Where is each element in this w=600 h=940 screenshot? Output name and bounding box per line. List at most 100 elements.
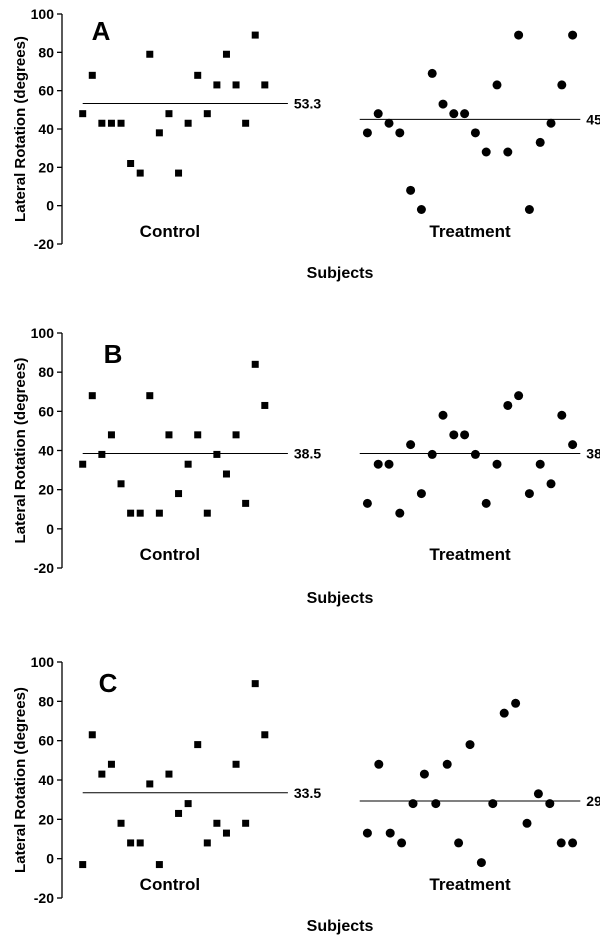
control-point [146, 780, 154, 788]
chart-panel-c: -20 0 20 40 60 80 100 Lateral Rotation (degrees… [12, 654, 600, 935]
control-point [88, 731, 96, 739]
control-point [127, 160, 135, 167]
control-group-label: Control [140, 545, 200, 564]
control-point [203, 110, 211, 118]
control-point [232, 760, 240, 768]
chart-panel-b: -20 0 20 40 60 80 100 Lateral Rotation (degrees… [12, 325, 600, 607]
control-point [107, 431, 115, 439]
treatment-point [557, 80, 567, 90]
control-point [98, 770, 106, 778]
y-axis-label: Lateral Rotation (degrees) [12, 358, 29, 544]
control-point [117, 819, 125, 827]
treatment-point [442, 759, 452, 769]
treatment-point [454, 838, 464, 848]
control-point [165, 431, 173, 439]
control-point [184, 460, 192, 468]
x-axis-label: Subjects [307, 590, 374, 607]
treatment-point [545, 799, 555, 809]
treatment-point [419, 769, 429, 779]
control-point [88, 392, 96, 400]
control-point [165, 110, 173, 118]
control-point [261, 401, 269, 409]
control-point [184, 800, 192, 808]
control-point [127, 509, 135, 517]
control-point [213, 819, 221, 827]
treatment-point [568, 30, 578, 40]
y-tick-label: -20 [34, 236, 54, 252]
y-tick-label: 40 [38, 772, 54, 788]
treatment-point [362, 498, 372, 508]
y-tick-label: 60 [38, 83, 54, 99]
y-tick-label: 40 [38, 443, 54, 459]
control-point [79, 110, 87, 118]
x-axis-label: Subjects [307, 265, 374, 282]
treatment-mean-label: 29.3 [586, 793, 600, 809]
y-tick-label: 20 [38, 811, 54, 827]
control-point [88, 71, 96, 79]
control-point [242, 819, 250, 827]
control-point [155, 509, 163, 517]
y-axis-label: Lateral Rotation (degrees) [12, 36, 29, 222]
control-point [98, 119, 106, 127]
treatment-point [395, 508, 405, 518]
control-point [117, 480, 125, 488]
y-tick-label: 0 [46, 198, 54, 214]
treatment-point [438, 99, 448, 109]
treatment-point [481, 147, 491, 157]
control-point [155, 129, 163, 137]
control-point [79, 460, 87, 468]
control-point [222, 470, 230, 478]
treatment-point [499, 708, 509, 718]
control-point [136, 839, 144, 847]
control-point [232, 431, 240, 439]
control-point [184, 119, 192, 127]
control-point [222, 50, 230, 58]
control-point [98, 450, 106, 458]
control-point [127, 839, 135, 847]
treatment-point [503, 147, 513, 157]
treatment-point [438, 410, 448, 420]
treatment-point [535, 137, 545, 147]
treatment-point [503, 400, 513, 410]
control-mean-label: 33.5 [294, 785, 321, 801]
control-point [175, 490, 183, 498]
treatment-point [535, 459, 545, 469]
treatment-point [470, 449, 480, 459]
treatment-point [406, 440, 416, 450]
treatment-point [524, 205, 534, 214]
control-point [251, 31, 259, 39]
control-point [242, 499, 250, 507]
control-point [261, 731, 269, 739]
control-point [213, 81, 221, 89]
control-group-label: Control [140, 222, 200, 241]
treatment-point [514, 30, 524, 40]
treatment-point [488, 799, 498, 809]
treatment-point [406, 185, 416, 195]
treatment-point [556, 838, 566, 848]
treatment-point [427, 68, 437, 78]
treatment-point [546, 118, 556, 128]
treatment-point [408, 799, 418, 809]
y-tick-label: 100 [31, 654, 55, 670]
treatment-mean-label: 45.0 [586, 111, 600, 127]
y-tick-label: -20 [34, 560, 54, 576]
control-point [175, 809, 183, 817]
control-point [107, 119, 115, 127]
treatment-point [384, 118, 394, 128]
treatment-point [416, 205, 426, 214]
treatment-point [470, 128, 480, 138]
y-tick-label: 100 [31, 6, 55, 22]
control-point [251, 680, 259, 688]
treatment-point [568, 838, 578, 848]
treatment-point [384, 459, 394, 469]
control-point [79, 861, 87, 869]
treatment-point [362, 828, 372, 838]
control-mean-label: 53.3 [294, 96, 321, 112]
treatment-point [449, 109, 459, 119]
treatment-point [373, 459, 383, 469]
control-point [203, 509, 211, 517]
treatment-point [397, 838, 407, 848]
control-point [222, 829, 230, 837]
